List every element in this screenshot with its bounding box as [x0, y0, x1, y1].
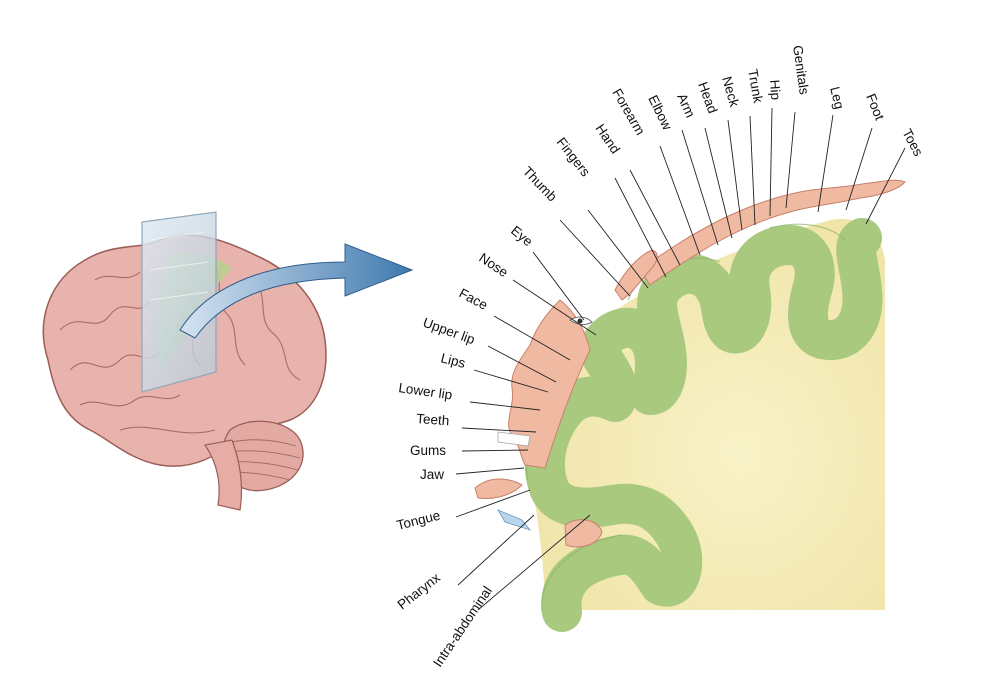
label-tongue: Tongue — [395, 508, 442, 533]
label-upper-lip: Upper lip — [421, 315, 477, 348]
label-thumb: Thumb — [520, 164, 560, 205]
leader-lines — [455, 107, 906, 611]
label-head: Head — [695, 80, 720, 115]
label-face: Face — [457, 285, 491, 312]
label-foot: Foot — [863, 92, 887, 123]
homunculus-body — [639, 179, 906, 286]
label-hip: Hip — [767, 79, 783, 100]
label-toes: Toes — [899, 126, 926, 158]
label-trunk: Trunk — [745, 68, 766, 104]
label-eye: Eye — [508, 223, 535, 249]
section-plane — [141, 211, 217, 393]
label-neck: Neck — [719, 75, 742, 109]
homunculus-pharynx — [564, 519, 603, 548]
whole-brain-illustration — [42, 211, 327, 511]
label-fingers: Fingers — [554, 135, 594, 180]
label-teeth: Teeth — [416, 411, 450, 428]
label-nose: Nose — [476, 250, 511, 280]
pointer-arrow — [179, 243, 414, 339]
label-gums: Gums — [410, 443, 446, 458]
label-arm: Arm — [674, 91, 698, 120]
label-elbow: Elbow — [645, 93, 675, 133]
homunculus-teeth — [497, 431, 531, 447]
label-lower-lip: Lower lip — [398, 380, 454, 402]
homunculus-pupil — [577, 318, 583, 324]
motor-cortex-band — [524, 218, 883, 632]
brainstem-shape — [203, 439, 243, 511]
label-genitals: Genitals — [790, 44, 812, 95]
label-intra-abdominal: Intra-abdominal — [430, 584, 495, 670]
label-jaw: Jaw — [420, 467, 444, 482]
label-forearm: Forearm — [609, 86, 647, 138]
label-lips: Lips — [439, 350, 467, 371]
label-leg: Leg — [827, 85, 847, 110]
label-hand: Hand — [593, 121, 623, 156]
homunculus-tongue — [474, 478, 523, 499]
intra-abdominal-marker — [497, 509, 532, 531]
label-pharynx: Pharynx — [395, 570, 443, 612]
